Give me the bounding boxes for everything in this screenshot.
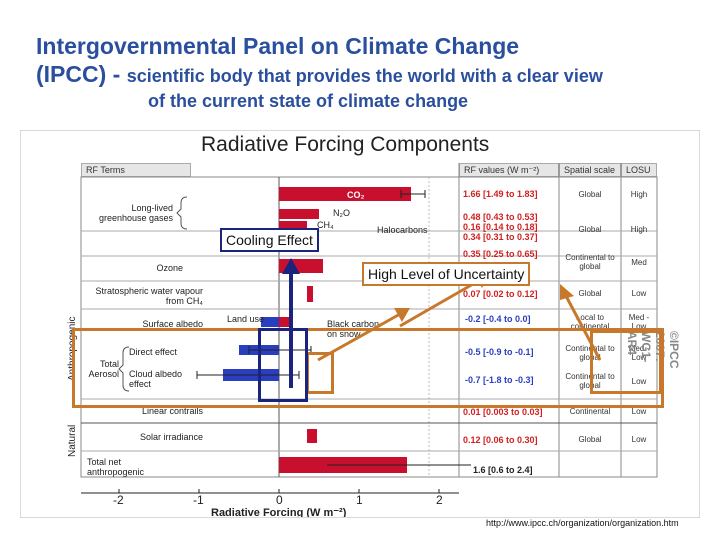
bar-black-carbon xyxy=(279,317,291,327)
label-ch4: CH₄ xyxy=(317,220,334,230)
label-n2o: N₂O xyxy=(333,208,350,218)
label-long-lived-ghg: Long-lived greenhouse gases xyxy=(98,203,173,223)
scale-n2o: Global xyxy=(578,225,602,234)
label-cloud-albedo: Cloud albedo effect xyxy=(129,369,183,389)
rf-value-surface-albedo: -0.2 [-0.4 to 0.0] xyxy=(465,314,531,324)
title-line-1: Intergovernmental Panel on Climate Chang… xyxy=(36,33,520,59)
losu-ghg: High xyxy=(630,190,648,199)
label-ozone: Ozone xyxy=(156,263,183,273)
rf-value-solar: 0.12 [0.06 to 0.30] xyxy=(463,435,538,445)
losu-direct: Med - Low xyxy=(628,344,650,362)
rf-value-co2: 1.66 [1.49 to 1.83] xyxy=(463,189,538,199)
bar-solar xyxy=(307,429,317,443)
title-acronym: (IPCC) - xyxy=(36,61,127,87)
losu-highlight-box xyxy=(590,330,662,394)
scale-ghg: Global xyxy=(578,190,602,199)
rf-value-total-net: 1.6 [0.6 to 2.4] xyxy=(473,465,533,475)
label-linear-contrails: Linear contrails xyxy=(141,406,203,416)
rf-value-cloud-albedo: -0.7 [-1.8 to -0.3] xyxy=(465,375,534,385)
label-black-carbon: Black carbon on snow xyxy=(327,319,380,339)
title-line-3: of the current state of climate change xyxy=(148,91,469,111)
losu-albedo: Med - Low xyxy=(628,313,650,331)
label-strat-water: Stratospheric water vapour from CH₄ xyxy=(95,286,203,306)
label-total-net: Total net anthropogenic xyxy=(87,457,145,477)
title-description: scientific body that provides the world … xyxy=(126,66,603,86)
label-solar-irradiance: Solar irradiance xyxy=(139,432,203,442)
cooling-highlight-box xyxy=(258,328,308,402)
axis-tick-2: 2 xyxy=(436,493,443,507)
label-total-aerosol: Total Aerosol xyxy=(88,359,119,379)
scale-strat-water: Global xyxy=(578,289,602,298)
losu-contrails: Low xyxy=(631,407,647,416)
rf-value-strat-water: 0.07 [0.02 to 0.12] xyxy=(463,289,538,299)
axis-tick-neg2: -2 xyxy=(113,493,124,507)
bar-strat-water xyxy=(307,286,313,302)
bar-land-use xyxy=(261,317,279,327)
radiative-forcing-figure: Radiative Forcing Components RF Terms RF… xyxy=(20,130,700,518)
losu-n2o: High xyxy=(630,225,648,234)
axis-tick-0: 0 xyxy=(276,493,283,507)
title-line-2: (IPCC) - scientific body that provides t… xyxy=(36,60,706,90)
axis-tick-1: 1 xyxy=(356,493,363,507)
losu-solar: Low xyxy=(631,435,647,444)
label-halocarbons: Halocarbons xyxy=(377,225,428,235)
scale-albedo: Local to continental xyxy=(570,313,610,331)
rf-value-direct-effect: -0.5 [-0.9 to -0.1] xyxy=(465,347,534,357)
rf-value-ch4: 0.34 [0.31 to 0.37] xyxy=(463,232,538,242)
rf-value-halocarbons: 0.16 [0.14 to 0.18] xyxy=(463,222,538,232)
bar-ch4 xyxy=(279,221,307,229)
rf-value-n2o: 0.48 [0.43 to 0.53] xyxy=(463,212,538,222)
losu-ozone: Med xyxy=(631,258,647,267)
label-direct-effect: Direct effect xyxy=(129,347,177,357)
callout-cooling-effect: Cooling Effect xyxy=(220,228,319,252)
losu-strat-water: Low xyxy=(631,289,647,298)
slide-title: Intergovernmental Panel on Climate Chang… xyxy=(36,32,706,112)
scale-contrails: Continental xyxy=(569,407,611,416)
rf-value-ozone: 0.35 [0.25 to 0.65] xyxy=(463,249,538,259)
label-land-use: Land use xyxy=(227,314,265,324)
rf-value-contrails: 0.01 [0.003 to 0.03] xyxy=(463,407,543,417)
bar-n2o xyxy=(279,209,319,219)
scale-solar: Global xyxy=(578,435,602,444)
axis-tick-neg1: -1 xyxy=(193,493,204,507)
cloud-highlight-box xyxy=(306,352,334,394)
bar-co2 xyxy=(279,187,411,201)
axis-label-x: Radiative Forcing (W m⁻²) xyxy=(211,507,347,518)
figure-title: Radiative Forcing Components xyxy=(201,133,490,156)
aerosol-highlight-box xyxy=(72,328,664,408)
source-url[interactable]: http://www.ipcc.ch/organization/organiza… xyxy=(486,518,679,528)
scale-ozone: Continental to global xyxy=(565,253,615,271)
label-surface-albedo: Surface albedo xyxy=(142,319,203,329)
callout-uncertainty: High Level of Uncertainty xyxy=(362,262,531,286)
losu-cloud: Low xyxy=(631,377,647,386)
label-co2: CO₂ xyxy=(347,190,365,200)
